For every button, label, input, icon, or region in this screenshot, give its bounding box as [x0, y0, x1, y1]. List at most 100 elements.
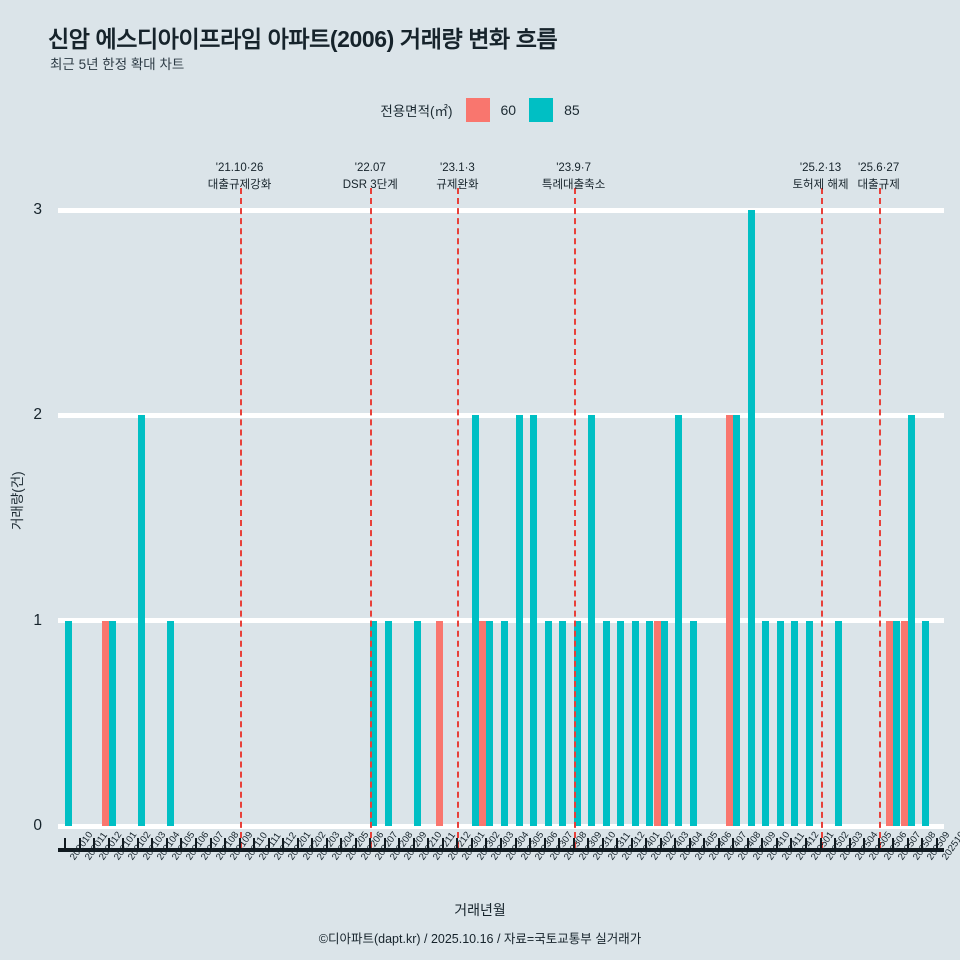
bar[interactable] [835, 620, 843, 826]
x-tick-mark [441, 838, 444, 850]
legend-label-85: 85 [564, 102, 580, 118]
x-tick-mark [601, 838, 604, 850]
x-tick-mark [427, 838, 430, 850]
gridline-2 [58, 412, 944, 418]
y-tick-label-0: 0 [33, 817, 42, 834]
bar[interactable] [101, 620, 109, 826]
y-axis-tick-labels: 0 1 2 3 [0, 201, 52, 834]
bar[interactable] [413, 620, 421, 826]
bar[interactable] [900, 620, 908, 826]
bar[interactable] [588, 415, 596, 826]
bar[interactable] [733, 415, 741, 826]
bar[interactable] [776, 620, 784, 826]
bar[interactable] [893, 620, 901, 826]
bar[interactable] [646, 620, 654, 826]
bar[interactable] [922, 620, 930, 826]
x-tick-mark [732, 838, 735, 850]
bar[interactable] [544, 620, 552, 826]
bar[interactable] [762, 620, 770, 826]
x-tick-mark [892, 838, 895, 850]
x-tick-mark [311, 838, 314, 850]
bar[interactable] [471, 415, 479, 826]
x-tick-mark [543, 838, 546, 850]
x-tick-mark [921, 838, 924, 850]
bar[interactable] [675, 415, 683, 826]
x-tick-mark [209, 838, 212, 850]
event-label-3: 특례대출축소 [541, 178, 606, 191]
event-date-0: '21.10·26 [215, 162, 264, 174]
legend-entry-60[interactable]: 60 [465, 98, 517, 122]
bar[interactable] [631, 620, 639, 826]
bar[interactable] [530, 415, 538, 826]
bar[interactable] [486, 620, 494, 826]
x-tick-mark [819, 838, 822, 850]
bar[interactable] [726, 415, 734, 826]
bar[interactable] [515, 415, 523, 826]
x-tick-mark [470, 838, 473, 850]
event-label-1: DSR 3단계 [342, 178, 398, 191]
x-tick-mark [674, 838, 677, 850]
x-tick-mark [340, 838, 343, 850]
bar[interactable] [65, 620, 73, 826]
bar[interactable] [747, 210, 755, 826]
event-line-5 [878, 188, 881, 848]
bar[interactable] [886, 620, 894, 826]
x-tick-mark [630, 838, 633, 850]
x-tick-mark [717, 838, 720, 850]
x-tick-mark [645, 838, 648, 850]
event-annotation-3: '23.9·7 특례대출축소 [542, 160, 605, 193]
x-tick-mark [398, 838, 401, 850]
event-label-0: 대출규제강화 [207, 178, 272, 191]
bar[interactable] [573, 620, 581, 826]
x-tick-mark [267, 838, 270, 850]
bar[interactable] [907, 415, 915, 826]
x-tick-mark [935, 838, 938, 850]
x-tick-mark [514, 838, 517, 850]
legend-title: 전용면적(㎡) [380, 104, 453, 119]
legend: 전용면적(㎡) 60 85 [0, 98, 960, 122]
x-tick-mark [78, 838, 81, 850]
bar[interactable] [653, 620, 661, 826]
x-tick-mark [136, 838, 139, 850]
bar[interactable] [384, 620, 392, 826]
x-tick-mark [93, 838, 96, 850]
bar[interactable] [791, 620, 799, 826]
bar[interactable] [689, 620, 697, 826]
bar[interactable] [559, 620, 567, 826]
x-tick-mark [122, 838, 125, 850]
x-tick-mark [107, 838, 110, 850]
event-annotation-2: '23.1·3 규제완화 [436, 160, 478, 193]
bar[interactable] [602, 620, 610, 826]
footer-credit: ©디아파트(dapt.kr) / 2025.10.16 / 자료=국토교통부 실… [318, 932, 642, 946]
x-tick-mark [456, 838, 459, 850]
legend-swatch-60 [465, 98, 490, 122]
bar[interactable] [806, 620, 814, 826]
x-tick-mark [165, 838, 168, 850]
legend-entry-85[interactable]: 85 [529, 98, 580, 122]
x-tick-mark [558, 838, 561, 850]
bar[interactable] [435, 620, 443, 826]
event-date-5: '25.6·27 [858, 162, 900, 174]
page-subtitle: 최근 5년 한정 확대 차트 [50, 57, 185, 72]
bar[interactable] [501, 620, 508, 826]
event-line-4 [820, 188, 823, 848]
x-axis-line [58, 848, 944, 852]
x-tick-mark [761, 838, 764, 850]
bar[interactable] [370, 620, 378, 826]
bar[interactable] [166, 620, 174, 826]
x-tick-mark [500, 838, 502, 850]
x-tick-mark [325, 838, 328, 850]
bar[interactable] [479, 620, 487, 826]
legend-label-60: 60 [500, 102, 517, 118]
x-tick-mark [805, 838, 808, 850]
event-line-0 [239, 188, 242, 848]
bar[interactable] [617, 620, 625, 826]
event-annotation-4: '25.2·13 토허제 해제 [792, 160, 848, 193]
plot-area [58, 207, 944, 829]
bar[interactable] [137, 415, 145, 826]
x-tick-mark [412, 838, 415, 850]
event-line-1 [370, 188, 373, 848]
bar[interactable] [108, 620, 116, 826]
bar[interactable] [660, 620, 668, 826]
